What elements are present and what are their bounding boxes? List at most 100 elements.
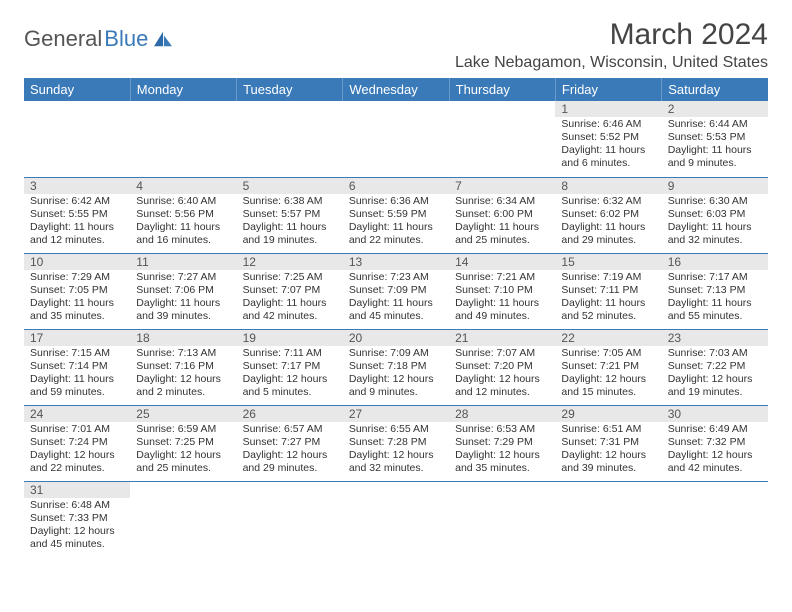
day-line: Daylight: 11 hours (455, 221, 549, 234)
calendar-cell: 5Sunrise: 6:38 AMSunset: 5:57 PMDaylight… (237, 177, 343, 253)
day-number: 22 (555, 330, 661, 346)
day-number: 27 (343, 406, 449, 422)
day-line: and 32 minutes. (349, 462, 443, 475)
day-details: Sunrise: 6:55 AMSunset: 7:28 PMDaylight:… (343, 422, 449, 478)
header: General Blue March 2024 Lake Nebagamon, … (24, 18, 768, 72)
day-line: Sunrise: 7:27 AM (136, 271, 230, 284)
day-header: Monday (130, 78, 236, 101)
day-line: Sunrise: 7:25 AM (243, 271, 337, 284)
day-number: 16 (662, 254, 768, 270)
month-title: March 2024 (455, 18, 768, 52)
day-line: Sunset: 7:20 PM (455, 360, 549, 373)
day-number: 13 (343, 254, 449, 270)
day-number: 1 (555, 101, 661, 117)
day-line: and 39 minutes. (561, 462, 655, 475)
day-line: Sunset: 6:02 PM (561, 208, 655, 221)
day-line: Sunset: 7:06 PM (136, 284, 230, 297)
logo: General Blue (24, 26, 174, 52)
day-header: Tuesday (237, 78, 343, 101)
day-line: and 42 minutes. (243, 310, 337, 323)
day-details: Sunrise: 7:11 AMSunset: 7:17 PMDaylight:… (237, 346, 343, 402)
day-line: and 35 minutes. (455, 462, 549, 475)
day-line: Daylight: 11 hours (668, 297, 762, 310)
day-line: Sunrise: 7:29 AM (30, 271, 124, 284)
day-details: Sunrise: 7:29 AMSunset: 7:05 PMDaylight:… (24, 270, 130, 326)
day-line: Sunset: 7:25 PM (136, 436, 230, 449)
day-line: Sunset: 7:32 PM (668, 436, 762, 449)
day-line: Sunset: 7:07 PM (243, 284, 337, 297)
calendar-cell: 12Sunrise: 7:25 AMSunset: 7:07 PMDayligh… (237, 253, 343, 329)
calendar-cell (555, 481, 661, 557)
day-header: Thursday (449, 78, 555, 101)
calendar-cell (449, 101, 555, 177)
day-line: Daylight: 12 hours (349, 373, 443, 386)
logo-text-general: General (24, 26, 102, 52)
day-number: 24 (24, 406, 130, 422)
day-line: Sunset: 7:21 PM (561, 360, 655, 373)
day-line: Sunrise: 7:09 AM (349, 347, 443, 360)
day-number: 2 (662, 101, 768, 117)
calendar-cell: 25Sunrise: 6:59 AMSunset: 7:25 PMDayligh… (130, 405, 236, 481)
day-details: Sunrise: 7:09 AMSunset: 7:18 PMDaylight:… (343, 346, 449, 402)
day-line: Sunrise: 6:38 AM (243, 195, 337, 208)
calendar-week: 10Sunrise: 7:29 AMSunset: 7:05 PMDayligh… (24, 253, 768, 329)
day-line: Sunset: 7:17 PM (243, 360, 337, 373)
day-line: Daylight: 11 hours (455, 297, 549, 310)
day-line: Daylight: 12 hours (30, 449, 124, 462)
day-line: Sunrise: 6:51 AM (561, 423, 655, 436)
day-number: 19 (237, 330, 343, 346)
day-line: and 55 minutes. (668, 310, 762, 323)
calendar-cell: 30Sunrise: 6:49 AMSunset: 7:32 PMDayligh… (662, 405, 768, 481)
day-line: Sunrise: 7:07 AM (455, 347, 549, 360)
day-line: and 2 minutes. (136, 386, 230, 399)
day-line: Sunset: 7:18 PM (349, 360, 443, 373)
day-details: Sunrise: 6:40 AMSunset: 5:56 PMDaylight:… (130, 194, 236, 250)
day-details: Sunrise: 7:23 AMSunset: 7:09 PMDaylight:… (343, 270, 449, 326)
day-details: Sunrise: 7:13 AMSunset: 7:16 PMDaylight:… (130, 346, 236, 402)
day-line: Sunrise: 6:55 AM (349, 423, 443, 436)
calendar-cell: 2Sunrise: 6:44 AMSunset: 5:53 PMDaylight… (662, 101, 768, 177)
day-details: Sunrise: 6:30 AMSunset: 6:03 PMDaylight:… (662, 194, 768, 250)
day-line: Daylight: 11 hours (30, 221, 124, 234)
day-line: and 25 minutes. (136, 462, 230, 475)
day-number: 10 (24, 254, 130, 270)
calendar-cell: 17Sunrise: 7:15 AMSunset: 7:14 PMDayligh… (24, 329, 130, 405)
day-details: Sunrise: 7:15 AMSunset: 7:14 PMDaylight:… (24, 346, 130, 402)
calendar-cell: 23Sunrise: 7:03 AMSunset: 7:22 PMDayligh… (662, 329, 768, 405)
day-line: Daylight: 11 hours (243, 297, 337, 310)
day-line: Daylight: 11 hours (30, 297, 124, 310)
logo-text-blue: Blue (104, 26, 148, 52)
day-line: and 45 minutes. (30, 538, 124, 551)
calendar-cell (343, 101, 449, 177)
day-header: Friday (555, 78, 661, 101)
day-line: and 29 minutes. (243, 462, 337, 475)
day-line: Daylight: 12 hours (455, 373, 549, 386)
day-details: Sunrise: 6:48 AMSunset: 7:33 PMDaylight:… (24, 498, 130, 554)
day-line: Sunrise: 6:59 AM (136, 423, 230, 436)
sail-icon (152, 30, 174, 48)
day-line: and 9 minutes. (668, 157, 762, 170)
day-line: and 52 minutes. (561, 310, 655, 323)
calendar-cell: 18Sunrise: 7:13 AMSunset: 7:16 PMDayligh… (130, 329, 236, 405)
calendar-week: 1Sunrise: 6:46 AMSunset: 5:52 PMDaylight… (24, 101, 768, 177)
day-number: 25 (130, 406, 236, 422)
day-number: 28 (449, 406, 555, 422)
day-details: Sunrise: 6:42 AMSunset: 5:55 PMDaylight:… (24, 194, 130, 250)
calendar-cell: 31Sunrise: 6:48 AMSunset: 7:33 PMDayligh… (24, 481, 130, 557)
day-number: 8 (555, 178, 661, 194)
day-line: Daylight: 12 hours (668, 373, 762, 386)
day-line: Sunrise: 6:44 AM (668, 118, 762, 131)
calendar-cell: 15Sunrise: 7:19 AMSunset: 7:11 PMDayligh… (555, 253, 661, 329)
day-line: Sunrise: 6:40 AM (136, 195, 230, 208)
calendar-body: 1Sunrise: 6:46 AMSunset: 5:52 PMDaylight… (24, 101, 768, 557)
day-line: and 19 minutes. (668, 386, 762, 399)
calendar-cell (449, 481, 555, 557)
day-details: Sunrise: 7:19 AMSunset: 7:11 PMDaylight:… (555, 270, 661, 326)
calendar-cell: 29Sunrise: 6:51 AMSunset: 7:31 PMDayligh… (555, 405, 661, 481)
day-number: 6 (343, 178, 449, 194)
day-line: Sunset: 5:55 PM (30, 208, 124, 221)
day-line: and 42 minutes. (668, 462, 762, 475)
day-line: and 9 minutes. (349, 386, 443, 399)
day-line: Sunrise: 7:17 AM (668, 271, 762, 284)
day-line: Daylight: 12 hours (561, 373, 655, 386)
